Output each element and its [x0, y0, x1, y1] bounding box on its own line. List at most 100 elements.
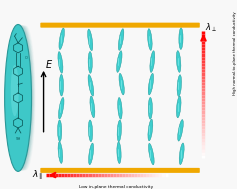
Bar	[43, 23, 45, 27]
Ellipse shape	[88, 120, 93, 142]
Bar	[43, 23, 45, 27]
Bar	[42, 23, 44, 27]
Bar	[43, 23, 45, 27]
Bar	[42, 23, 44, 27]
Bar	[42, 23, 45, 27]
Bar	[43, 23, 45, 27]
Ellipse shape	[13, 25, 34, 170]
Bar	[42, 23, 44, 27]
Bar	[43, 23, 45, 27]
Bar	[42, 23, 44, 27]
Bar	[42, 23, 44, 27]
Bar	[42, 23, 44, 27]
Bar	[43, 23, 45, 27]
Bar	[42, 23, 44, 27]
Ellipse shape	[177, 75, 182, 96]
Ellipse shape	[117, 142, 121, 163]
Ellipse shape	[148, 73, 154, 95]
Ellipse shape	[178, 120, 183, 141]
Text: E: E	[46, 60, 52, 70]
Bar	[41, 23, 43, 27]
Ellipse shape	[88, 52, 92, 73]
Bar	[42, 23, 44, 27]
Ellipse shape	[5, 25, 32, 171]
Bar	[42, 23, 44, 27]
Ellipse shape	[150, 51, 155, 72]
Ellipse shape	[148, 98, 152, 119]
Bar	[42, 23, 44, 27]
Bar	[42, 23, 44, 27]
Bar	[43, 23, 45, 27]
Text: High normal-to-plane thermal conductivity: High normal-to-plane thermal conductivit…	[233, 11, 237, 94]
Bar	[42, 23, 44, 27]
Bar	[42, 23, 44, 27]
Ellipse shape	[59, 28, 64, 50]
Ellipse shape	[179, 143, 184, 165]
Ellipse shape	[59, 74, 64, 96]
Bar	[43, 23, 45, 27]
Ellipse shape	[5, 25, 32, 171]
Bar	[42, 23, 44, 27]
Bar	[42, 23, 44, 27]
Bar	[42, 23, 44, 27]
Bar	[43, 23, 45, 27]
Ellipse shape	[88, 75, 94, 96]
Text: O: O	[24, 56, 27, 60]
Bar	[42, 23, 44, 27]
Bar	[42, 23, 44, 27]
Bar	[41, 23, 43, 27]
Text: SH: SH	[15, 137, 21, 141]
Bar	[41, 23, 43, 27]
Ellipse shape	[8, 25, 33, 171]
Bar	[43, 23, 45, 27]
Ellipse shape	[176, 96, 181, 118]
Bar	[41, 23, 43, 27]
Bar	[43, 23, 45, 27]
Ellipse shape	[59, 98, 64, 119]
Bar	[42, 23, 45, 27]
Bar	[42, 23, 44, 27]
Bar	[43, 23, 45, 27]
Ellipse shape	[58, 142, 63, 163]
Bar	[43, 23, 45, 27]
Bar	[42, 23, 44, 27]
Ellipse shape	[148, 29, 152, 50]
Bar	[43, 23, 45, 27]
Ellipse shape	[119, 73, 124, 95]
Text: $\lambda_{\perp}$: $\lambda_{\perp}$	[205, 22, 217, 34]
Bar	[41, 23, 44, 27]
Ellipse shape	[12, 25, 34, 171]
Bar	[42, 23, 44, 27]
Bar	[42, 23, 44, 27]
Bar	[43, 23, 45, 27]
Bar	[43, 23, 45, 27]
Text: Low in-plane thermal conductivity: Low in-plane thermal conductivity	[79, 185, 154, 189]
Ellipse shape	[179, 28, 183, 50]
Bar	[42, 23, 44, 27]
Bar	[41, 23, 43, 27]
Bar	[41, 23, 43, 27]
Bar	[42, 23, 44, 27]
Bar	[43, 23, 45, 27]
Bar	[41, 23, 44, 27]
Bar	[41, 23, 43, 27]
Bar	[41, 23, 43, 27]
Bar	[43, 23, 45, 27]
Ellipse shape	[148, 143, 154, 165]
Ellipse shape	[58, 120, 62, 142]
Ellipse shape	[11, 65, 19, 116]
Bar	[43, 23, 45, 27]
Ellipse shape	[6, 25, 32, 171]
Bar	[43, 23, 45, 27]
Bar	[42, 23, 44, 27]
Ellipse shape	[58, 52, 63, 73]
Ellipse shape	[148, 119, 153, 141]
Bar	[43, 23, 45, 27]
Bar	[43, 23, 45, 27]
Bar	[42, 23, 44, 27]
Bar	[42, 23, 44, 27]
Bar	[42, 23, 44, 27]
Bar	[43, 23, 45, 27]
Bar	[41, 23, 43, 27]
Bar	[42, 23, 44, 27]
